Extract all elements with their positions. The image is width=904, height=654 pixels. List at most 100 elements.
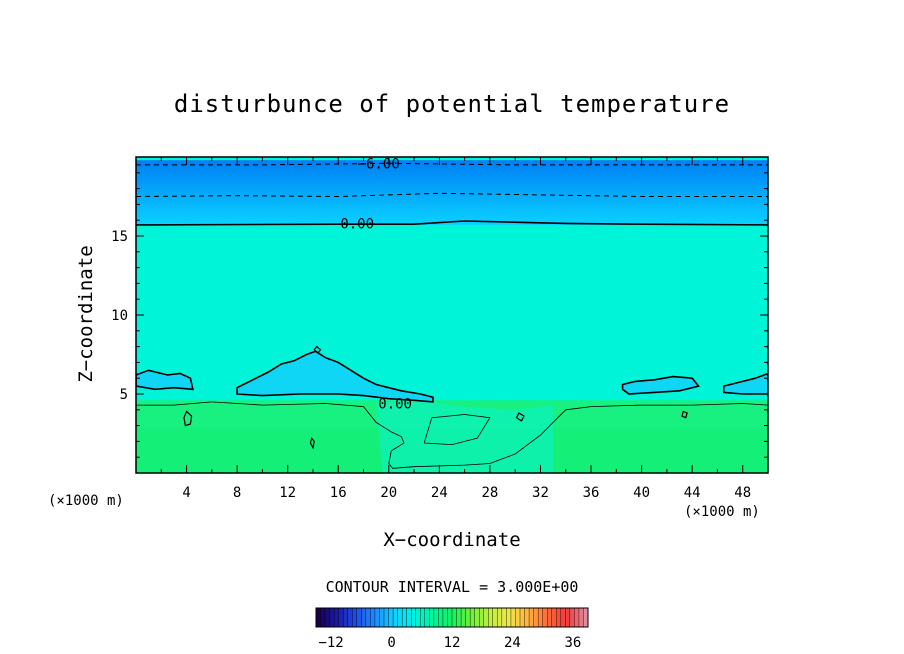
colorbar-cell xyxy=(556,607,562,628)
colorbar-cell xyxy=(315,607,322,628)
contour-label-1: 0.00 xyxy=(340,216,374,232)
colorbar-cell xyxy=(333,607,340,628)
colorbar-cell xyxy=(392,607,399,628)
colorbar-cell xyxy=(483,607,489,628)
contour-ring-7 xyxy=(681,410,688,419)
colorbar-cell xyxy=(542,607,548,628)
colorbar-cell xyxy=(506,607,512,628)
colorbar-cell xyxy=(574,607,580,628)
x-unit-label-right: (×1000 m) xyxy=(684,504,760,520)
colorbar-cell xyxy=(433,607,439,628)
colorbar-cell xyxy=(379,607,385,628)
x-tick-label-5: 24 xyxy=(431,485,448,501)
colorbar-cell xyxy=(447,607,453,628)
colorbar-cell xyxy=(497,607,503,628)
x-tick-label-0: 4 xyxy=(182,485,190,501)
x-tick-label-1: 8 xyxy=(233,485,241,501)
chart-title: disturbunce of potential temperature xyxy=(174,90,730,118)
colorbar-cell xyxy=(515,607,521,628)
colorbar-cell xyxy=(474,607,480,628)
colorbar-cell xyxy=(338,607,344,628)
contour-line-3 xyxy=(136,401,768,469)
colorbar-cell xyxy=(528,607,535,628)
colorbar-ticks: −12 0 12 24 36 xyxy=(318,635,581,651)
x-tick-label-8: 36 xyxy=(583,485,600,501)
colorbar-cell xyxy=(442,607,448,628)
field-plume xyxy=(376,400,554,473)
colorbar-cell xyxy=(397,607,403,628)
colorbar-cells xyxy=(315,607,589,628)
contour-lines xyxy=(136,162,768,469)
x-tick-label-6: 28 xyxy=(481,485,498,501)
colorbar-cell xyxy=(456,607,462,628)
colorbar: −12 0 12 24 36 xyxy=(315,607,589,651)
cold-blob-outline-1 xyxy=(236,350,434,403)
colorbar-cell xyxy=(469,607,476,628)
colorbar-cell xyxy=(501,607,507,628)
colorbar-cell xyxy=(352,607,358,628)
x-tick-label-2: 12 xyxy=(279,485,296,501)
colorbar-cell xyxy=(420,607,426,628)
colorbar-tick-label-2: 12 xyxy=(444,635,461,651)
contour-line-0 xyxy=(136,162,768,166)
contour-ring-5 xyxy=(309,436,315,450)
y-axis-label: Z−coordinate xyxy=(75,245,97,382)
colorbar-cell xyxy=(356,607,362,628)
plot-area: −6.000.000.00 4 8 12 16 20 24 28 32 36 40 44 48 510… xyxy=(111,156,769,501)
cold-blob-outline-0 xyxy=(136,369,194,391)
colorbar-cell xyxy=(537,607,544,628)
colorbar-cell xyxy=(519,607,526,628)
colorbar-cell xyxy=(569,607,575,628)
colorbar-cell xyxy=(365,607,371,628)
colorbar-cell xyxy=(451,607,458,628)
colorbar-cell xyxy=(438,607,444,628)
x-unit-label-left: (×1000 m) xyxy=(48,493,124,509)
x-tick-label-9: 40 xyxy=(633,485,650,501)
colorbar-cell xyxy=(401,607,408,628)
y-tick-label-2: 15 xyxy=(111,229,128,245)
colorbar-cell xyxy=(429,607,435,628)
contour-ring-8 xyxy=(313,345,322,354)
colorbar-cell xyxy=(415,607,421,628)
x-tick-label-3: 16 xyxy=(330,485,347,501)
cold-blob-outline-3 xyxy=(722,372,768,395)
colorbar-cell xyxy=(370,607,376,628)
colorbar-cell xyxy=(547,607,553,628)
colorbar-tick-label-3: 24 xyxy=(504,635,521,651)
contour-ring-4 xyxy=(183,410,193,427)
colorbar-cell xyxy=(510,607,516,628)
cold-blob-outline-2 xyxy=(621,375,700,395)
contour-line-4 xyxy=(423,414,491,446)
x-tick-label-11: 48 xyxy=(734,485,751,501)
y-tick-label-0: 5 xyxy=(120,387,128,403)
colorbar-cell xyxy=(320,607,326,628)
x-tick-label-10: 44 xyxy=(684,485,701,501)
colorbar-tick-label-0: −12 xyxy=(318,635,343,651)
colorbar-cell xyxy=(411,607,417,628)
y-axis-ticks: 5 10 15 xyxy=(111,172,768,458)
y-tick-label-1: 10 xyxy=(111,308,128,324)
cold-blob-fill-0 xyxy=(136,370,193,390)
colorbar-cell xyxy=(524,607,530,628)
colorbar-tick-label-4: 36 xyxy=(564,635,581,651)
colorbar-cell xyxy=(361,607,367,628)
colorbar-cell xyxy=(533,607,539,628)
colorbar-frame xyxy=(315,607,589,628)
colorbar-cell xyxy=(479,607,485,628)
colorbar-tick-label-1: 0 xyxy=(387,635,395,651)
x-axis-ticks: 4 8 12 16 20 24 28 32 36 40 44 48 xyxy=(160,157,751,501)
field-layer-1 xyxy=(136,224,768,385)
colorbar-cell xyxy=(388,607,394,628)
colorbar-cell xyxy=(374,607,380,628)
colorbar-cell xyxy=(578,607,584,628)
x-axis-label: X−coordinate xyxy=(383,529,520,551)
contour-line-2 xyxy=(136,220,768,226)
colorbar-cell xyxy=(406,607,412,628)
colorbar-cell xyxy=(465,607,471,628)
colorbar-cell xyxy=(343,607,349,628)
x-tick-label-7: 32 xyxy=(532,485,549,501)
colorbar-cell xyxy=(383,607,390,628)
contour-interval-label: CONTOUR INTERVAL = 3.000E+00 xyxy=(326,578,579,596)
colorbar-cell xyxy=(551,607,557,628)
contour-line-1 xyxy=(136,192,768,198)
